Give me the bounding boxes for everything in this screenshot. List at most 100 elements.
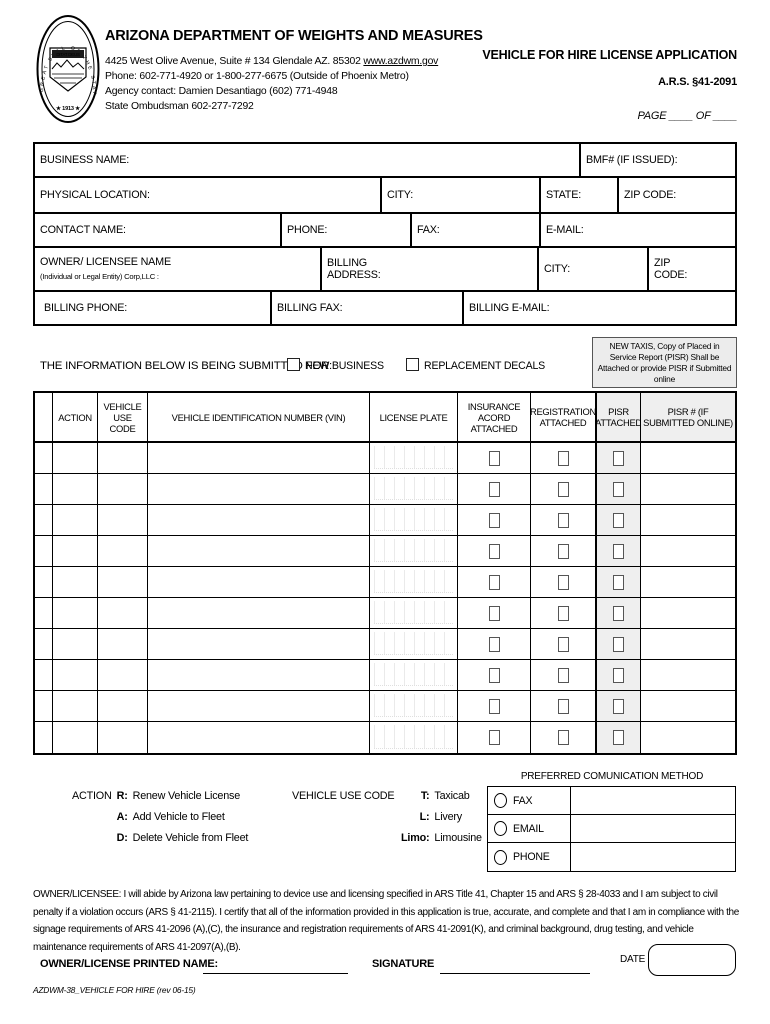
vin-cell[interactable]: [147, 660, 369, 690]
insurance-attached-checkbox[interactable]: [488, 574, 500, 590]
billing-zip-field[interactable]: ZIP CODE:: [647, 248, 739, 290]
pisr-number-cell[interactable]: [641, 691, 735, 721]
use-code-cell[interactable]: [97, 722, 147, 753]
pisr-attached-checkbox[interactable]: [613, 605, 624, 621]
city-field[interactable]: CITY:: [380, 178, 539, 212]
physical-location-field[interactable]: PHYSICAL LOCATION:: [40, 189, 150, 201]
vin-cell[interactable]: [147, 536, 369, 566]
owner-licensee-field[interactable]: OWNER/ LICENSEE NAME (Individual or Lega…: [35, 248, 320, 290]
replacement-decals-checkbox[interactable]: [406, 358, 419, 371]
printed-name-line[interactable]: [203, 972, 348, 974]
registration-attached-checkbox[interactable]: [557, 512, 569, 528]
insurance-attached-checkbox[interactable]: [488, 636, 500, 652]
pisr-number-cell[interactable]: [641, 629, 735, 659]
email-value-cell[interactable]: [570, 815, 734, 842]
insurance-attached-checkbox[interactable]: [488, 450, 500, 466]
fax-field[interactable]: FAX:: [410, 214, 539, 246]
license-plate-cell[interactable]: [369, 505, 457, 535]
business-name-field[interactable]: BUSINESS NAME:: [40, 154, 129, 166]
billing-fax-field[interactable]: BILLING FAX:: [270, 292, 462, 324]
phone-value-cell[interactable]: [570, 843, 734, 871]
contact-name-field[interactable]: CONTACT NAME:: [40, 224, 126, 236]
license-plate-cell[interactable]: [369, 629, 457, 659]
action-cell[interactable]: [52, 722, 97, 753]
insurance-attached-checkbox[interactable]: [488, 698, 500, 714]
pisr-number-cell[interactable]: [641, 567, 735, 597]
phone-radio[interactable]: [494, 849, 507, 865]
row-index-cell[interactable]: [35, 598, 52, 628]
registration-attached-checkbox[interactable]: [557, 450, 569, 466]
billing-email-field[interactable]: BILLING E-MAIL:: [462, 292, 739, 324]
vin-cell[interactable]: [147, 722, 369, 753]
vin-cell[interactable]: [147, 691, 369, 721]
row-index-cell[interactable]: [35, 567, 52, 597]
billing-city-field[interactable]: CITY:: [537, 248, 647, 290]
registration-attached-checkbox[interactable]: [557, 605, 569, 621]
fax-value-cell[interactable]: [570, 787, 734, 814]
row-index-cell[interactable]: [35, 536, 52, 566]
row-index-cell[interactable]: [35, 691, 52, 721]
pisr-number-cell[interactable]: [641, 660, 735, 690]
vin-cell[interactable]: [147, 505, 369, 535]
registration-attached-checkbox[interactable]: [557, 574, 569, 590]
registration-attached-checkbox[interactable]: [557, 481, 569, 497]
vin-cell[interactable]: [147, 474, 369, 504]
use-code-cell[interactable]: [97, 660, 147, 690]
use-code-cell[interactable]: [97, 691, 147, 721]
billing-address-field[interactable]: BILLING ADDRESS:: [320, 248, 537, 290]
signature-line[interactable]: [440, 972, 590, 974]
pisr-attached-checkbox[interactable]: [613, 543, 624, 559]
row-index-cell[interactable]: [35, 660, 52, 690]
registration-attached-checkbox[interactable]: [557, 698, 569, 714]
action-cell[interactable]: [52, 474, 97, 504]
pisr-attached-checkbox[interactable]: [613, 574, 624, 590]
bmf-field[interactable]: BMF# (IF ISSUED):: [579, 144, 739, 176]
zip-code-field[interactable]: ZIP CODE:: [617, 178, 739, 212]
action-cell[interactable]: [52, 691, 97, 721]
use-code-cell[interactable]: [97, 505, 147, 535]
insurance-attached-checkbox[interactable]: [488, 667, 500, 683]
license-plate-cell[interactable]: [369, 474, 457, 504]
pisr-number-cell[interactable]: [641, 443, 735, 473]
fax-radio[interactable]: [494, 793, 507, 808]
pisr-attached-checkbox[interactable]: [613, 667, 624, 683]
pisr-number-cell[interactable]: [641, 474, 735, 504]
action-cell[interactable]: [52, 598, 97, 628]
use-code-cell[interactable]: [97, 474, 147, 504]
pisr-attached-checkbox[interactable]: [613, 450, 624, 466]
date-box[interactable]: [648, 944, 736, 976]
vin-cell[interactable]: [147, 443, 369, 473]
use-code-cell[interactable]: [97, 443, 147, 473]
action-cell[interactable]: [52, 536, 97, 566]
use-code-cell[interactable]: [97, 598, 147, 628]
action-cell[interactable]: [52, 629, 97, 659]
license-plate-cell[interactable]: [369, 722, 457, 753]
action-cell[interactable]: [52, 660, 97, 690]
row-index-cell[interactable]: [35, 722, 52, 753]
pisr-attached-checkbox[interactable]: [613, 730, 624, 745]
email-radio[interactable]: [494, 821, 507, 836]
license-plate-cell[interactable]: [369, 536, 457, 566]
registration-attached-checkbox[interactable]: [557, 543, 569, 559]
insurance-attached-checkbox[interactable]: [488, 481, 500, 497]
action-cell[interactable]: [52, 505, 97, 535]
license-plate-cell[interactable]: [369, 567, 457, 597]
billing-phone-field[interactable]: BILLING PHONE:: [44, 302, 128, 314]
action-cell[interactable]: [52, 443, 97, 473]
vin-cell[interactable]: [147, 629, 369, 659]
insurance-attached-checkbox[interactable]: [488, 605, 500, 621]
use-code-cell[interactable]: [97, 536, 147, 566]
row-index-cell[interactable]: [35, 505, 52, 535]
insurance-attached-checkbox[interactable]: [488, 512, 500, 528]
phone-field[interactable]: PHONE:: [280, 214, 410, 246]
insurance-attached-checkbox[interactable]: [488, 543, 500, 559]
use-code-cell[interactable]: [97, 629, 147, 659]
state-field[interactable]: STATE:: [539, 178, 617, 212]
pisr-number-cell[interactable]: [641, 598, 735, 628]
pisr-number-cell[interactable]: [641, 536, 735, 566]
license-plate-cell[interactable]: [369, 443, 457, 473]
pisr-number-cell[interactable]: [641, 722, 735, 753]
pisr-attached-checkbox[interactable]: [613, 481, 624, 497]
website-link[interactable]: www.azdwm.gov: [363, 56, 439, 67]
insurance-attached-checkbox[interactable]: [488, 730, 500, 745]
